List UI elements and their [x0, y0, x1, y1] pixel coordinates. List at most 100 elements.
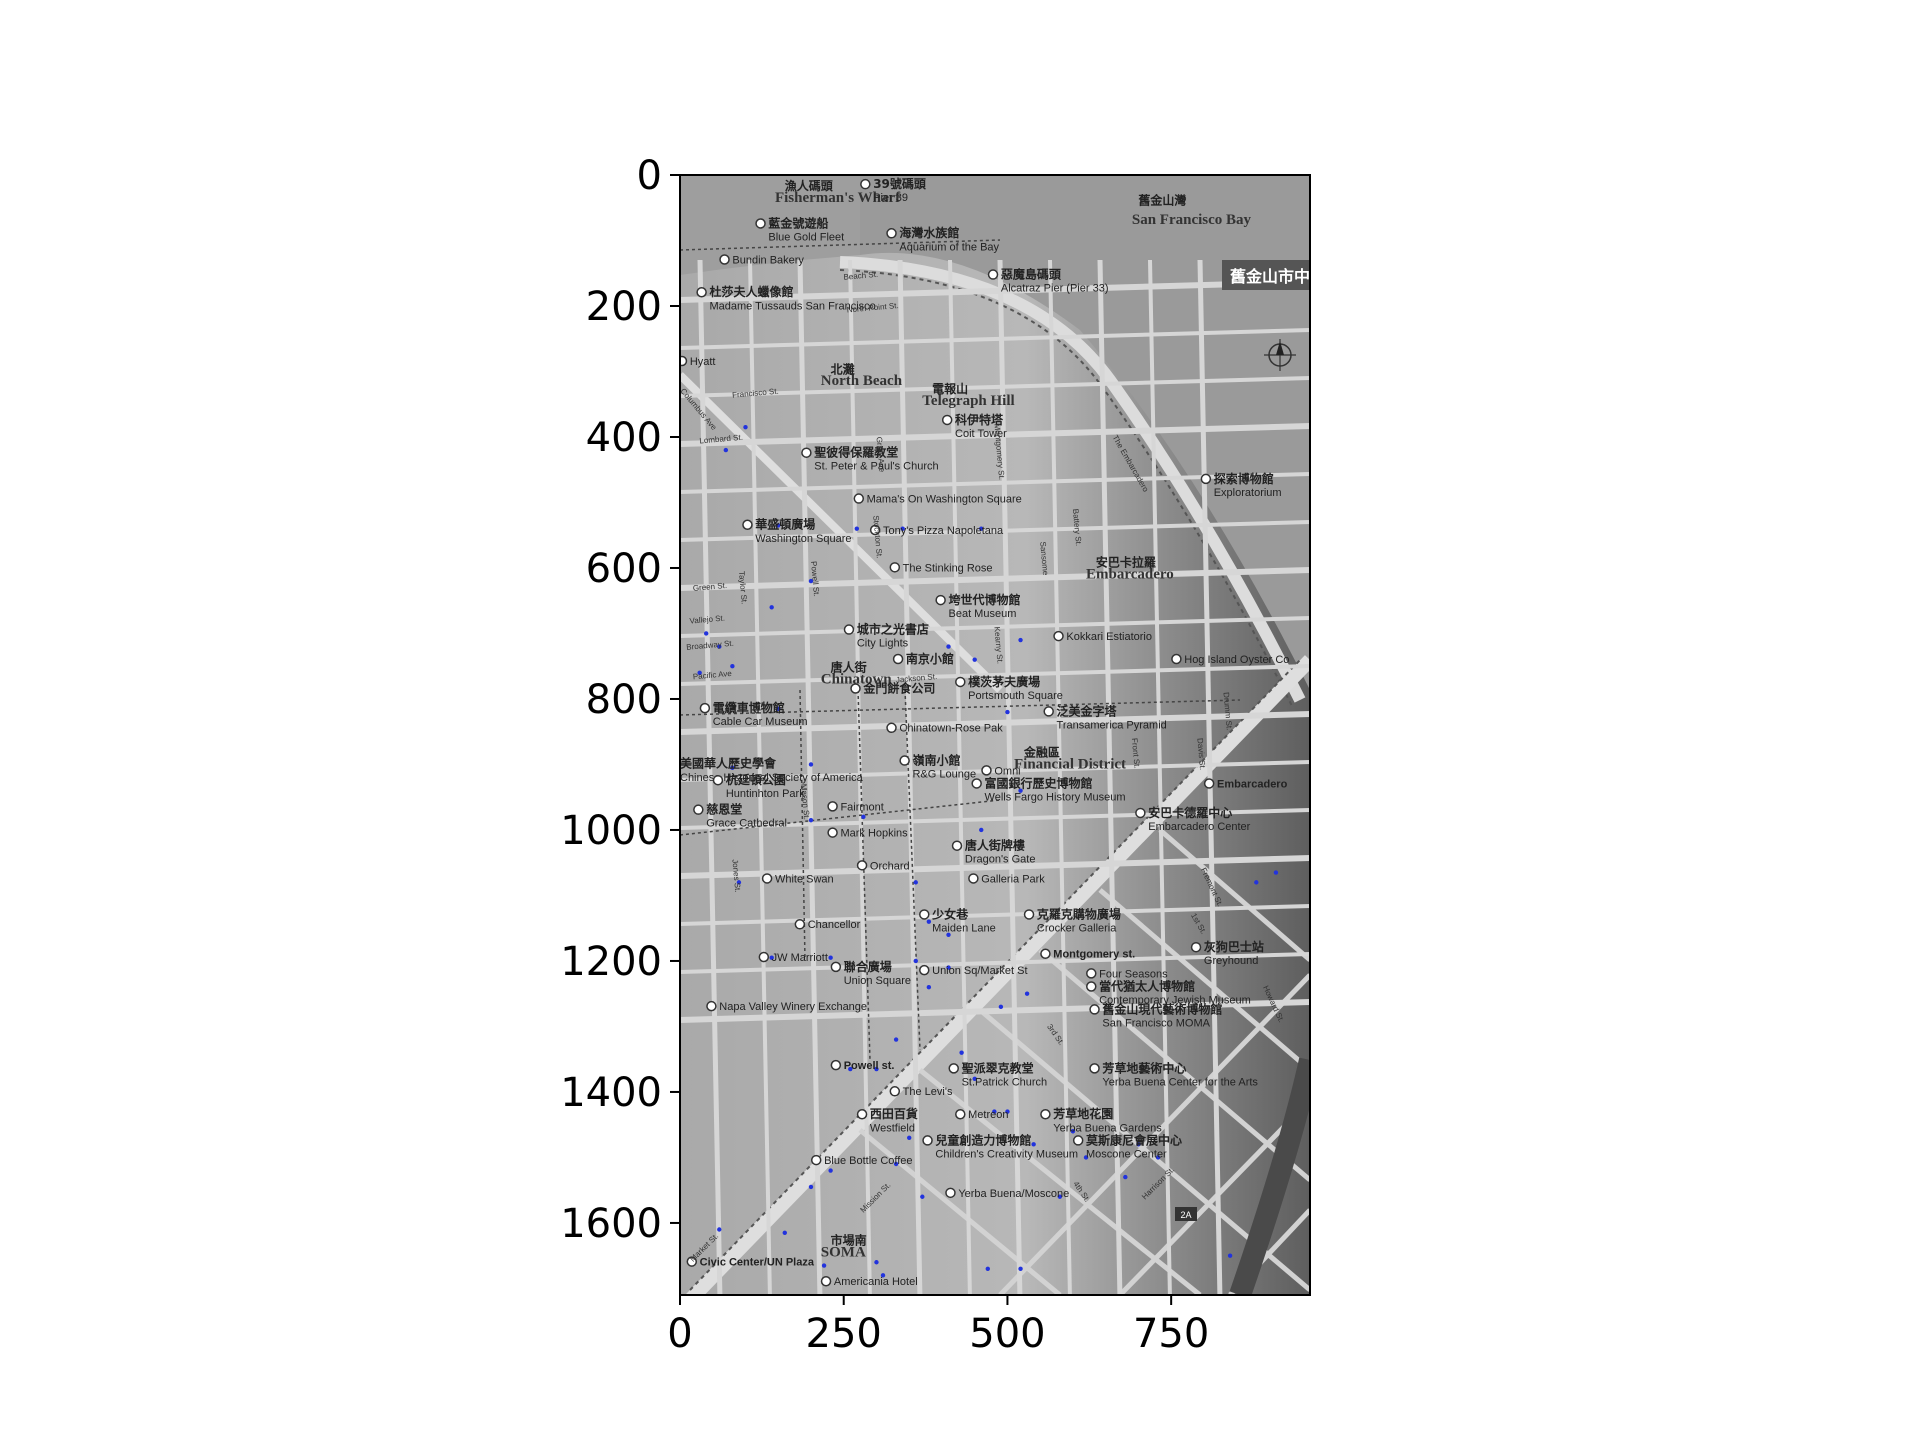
- embarcadero-road: [839, 256, 1306, 703]
- street-name: Kearny St.: [992, 626, 1004, 664]
- place-name-en: Moscone Center: [1086, 1148, 1167, 1160]
- keypoint-dot: [1018, 637, 1023, 643]
- district-name-en: Chinatown: [821, 671, 893, 687]
- keypoint-dot: [992, 1109, 997, 1114]
- place-name-cn: 當代猶太人博物館: [1099, 978, 1195, 993]
- keypoint-dot: [913, 958, 918, 964]
- place-name-en: Blue Bottle Coffee: [824, 1155, 912, 1167]
- bay-name-cn: 舊金山灣: [1138, 192, 1186, 207]
- street-name: Drumm St.: [1222, 692, 1234, 731]
- keypoint-dot: [776, 523, 781, 528]
- place-name-cn: 電纜車博物館: [713, 700, 785, 715]
- keypoint-dot: [723, 447, 729, 453]
- y-tick-label: 800: [586, 677, 662, 723]
- place-name-en: Hyatt: [690, 356, 716, 368]
- place-name-en: Beat Museum: [949, 608, 1017, 620]
- poi-icon: [827, 801, 838, 812]
- street-vertical: [697, 259, 723, 1295]
- street-horizontal: [680, 376, 1310, 398]
- poi-icon: [968, 873, 979, 884]
- street-vertical: [1097, 259, 1123, 1295]
- highway-shield: [1175, 1207, 1197, 1221]
- keypoint-dot: [808, 1184, 814, 1190]
- place-name-en: Grace Cathedral: [706, 818, 787, 830]
- district-name-en: Financial District: [1014, 756, 1126, 772]
- y-axis: 0 200 400 600 800 1000 1200 1400 1600: [560, 153, 680, 1247]
- poi-icon: [755, 218, 766, 229]
- place-name-en: Portsmouth Square: [968, 690, 1063, 702]
- place-name-en: Pier 39: [873, 192, 908, 204]
- place-name-cn: 樸茨茅夫廣場: [968, 674, 1040, 689]
- poi-icon: [742, 519, 753, 531]
- poi-icon: [948, 1063, 959, 1074]
- district-name-cn: 安巴卡拉羅: [1096, 555, 1156, 570]
- place-name-en: White Swan: [775, 873, 834, 885]
- keypoint-dot: [874, 1260, 879, 1265]
- poi-icon: [1040, 948, 1051, 960]
- y-tick-label: 200: [586, 284, 662, 330]
- poi-icon: [820, 1275, 832, 1287]
- poi-icon: [850, 683, 861, 694]
- poi-icon: [919, 909, 930, 920]
- poi-icon: [830, 1059, 842, 1071]
- poi-icon: [941, 414, 953, 426]
- place-name-en: Maiden Lane: [932, 922, 996, 934]
- district-name-en: Telegraph Hill: [922, 393, 1014, 409]
- y-tick-label: 600: [586, 546, 662, 592]
- place-name-en: JW Marriott: [772, 952, 828, 964]
- keypoint-dot: [821, 1263, 827, 1268]
- street-horizontal: [680, 664, 1310, 686]
- street-name: Lombard St.: [699, 433, 743, 446]
- poi-icon: [706, 1000, 717, 1012]
- poi-icon: [1086, 968, 1097, 979]
- street-name: Taylor St.: [737, 571, 749, 605]
- place-name-cn: 舊金山現代藝術博物館: [1102, 1001, 1222, 1016]
- street-name: Battery St.: [1071, 508, 1083, 546]
- poi-icon: [955, 1108, 966, 1120]
- keypoint-dot: [861, 814, 866, 820]
- street-name: Sansome: [1038, 541, 1050, 576]
- street-vertical: [848, 259, 872, 1295]
- street-vertical: [897, 259, 923, 1295]
- place-name-en: Bundin Bakery: [732, 254, 804, 266]
- place-name-en: City Lights: [857, 638, 909, 650]
- place-name-cn: 西田百貨: [870, 1106, 918, 1121]
- street-name: Jones St.: [730, 859, 742, 893]
- keypoint-dot: [913, 880, 918, 885]
- street-name: Powell St.: [809, 561, 821, 597]
- place-name-cn: 金門餅食公司: [862, 680, 935, 695]
- place-name-en: Mama's On Washington Square: [867, 493, 1022, 505]
- place-name-en: Mark Hopkins: [840, 828, 908, 840]
- place-name-en: St.Patrick Church: [962, 1076, 1048, 1088]
- poi-icon: [889, 1086, 901, 1097]
- poi-icon: [1023, 909, 1035, 920]
- x-tick-label: 250: [806, 1311, 882, 1357]
- district-name-en: North Beach: [821, 373, 903, 389]
- street-vertical: [948, 259, 972, 1295]
- street-horizontal: [680, 904, 1310, 926]
- place-name-cn: 聖派翠克教堂: [962, 1060, 1034, 1075]
- district-name-cn: 北灘: [831, 361, 855, 376]
- poi-icon: [853, 493, 865, 504]
- keypoint-dot: [1005, 1109, 1010, 1114]
- place-name-cn: 克羅克購物廣場: [1037, 906, 1121, 921]
- poi-icon: [945, 1187, 956, 1199]
- place-name-cn: 華盛頓廣場: [755, 517, 815, 532]
- place-name-en: Dragon's Gate: [965, 854, 1036, 866]
- poi-icon: [856, 860, 868, 871]
- place-name-en: Powell st.: [844, 1060, 895, 1072]
- poi-icon: [719, 254, 730, 265]
- place-name-en: Union Sq/Market St: [932, 965, 1027, 977]
- poi-icon: [869, 524, 881, 536]
- bay-sign: [1222, 260, 1310, 290]
- poi-icon: [830, 961, 842, 973]
- poi-icon: [981, 765, 992, 776]
- place-name-cn: 慈恩堂: [706, 802, 742, 817]
- keypoint-dot: [1018, 788, 1023, 793]
- place-name-en: Chinese Historical Society of America: [680, 772, 864, 784]
- place-name-en: Civic Center/UN Plaza: [700, 1257, 815, 1269]
- place-name-en: Four Seasons: [1099, 968, 1168, 980]
- poi-icon: [889, 562, 901, 573]
- place-name-cn: 城市之光書店: [857, 621, 929, 636]
